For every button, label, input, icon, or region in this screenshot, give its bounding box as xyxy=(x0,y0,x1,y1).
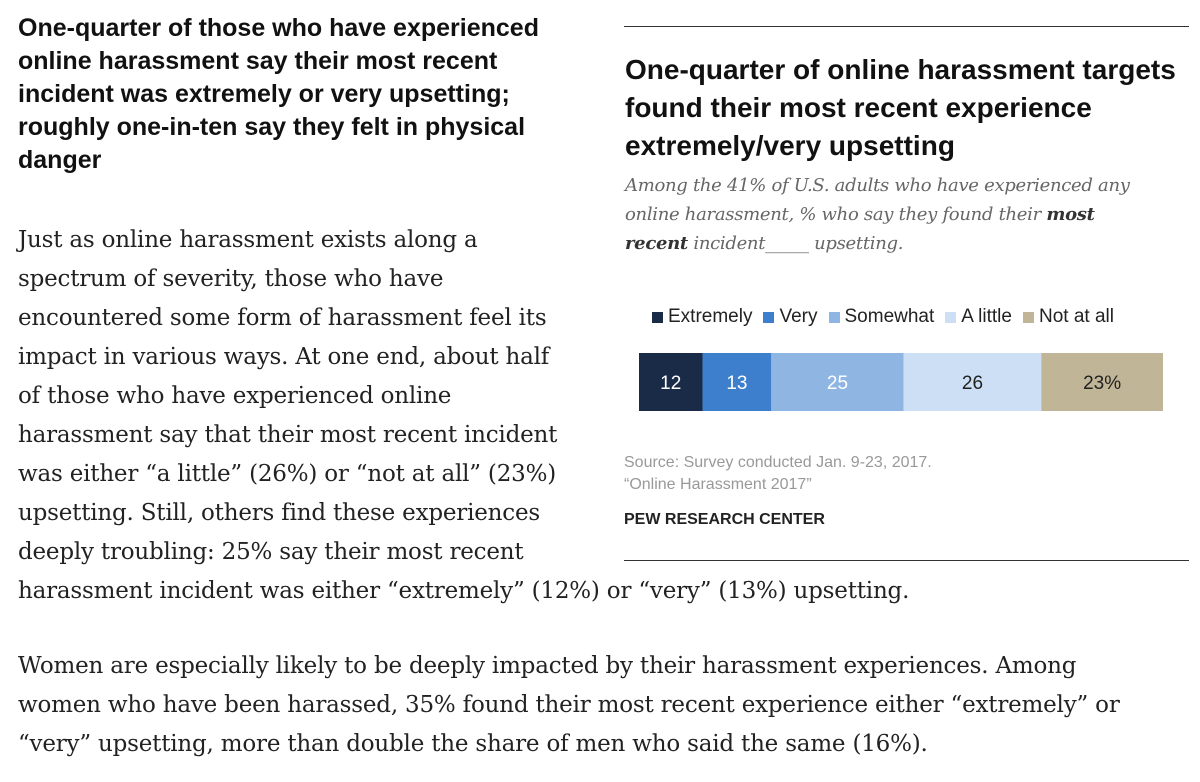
paragraph-1-line: encountered some form of harassment feel… xyxy=(18,305,547,331)
legend-swatch xyxy=(763,311,775,323)
source-line-2: “Online Harassment 2017” xyxy=(624,476,812,493)
paragraph-1-line: impact in various ways. At one end, abou… xyxy=(18,344,550,370)
paragraph-2-line: Women are especially likely to be deeply… xyxy=(18,653,1077,679)
paragraph-2-line: “very” upsetting, more than double the s… xyxy=(18,731,928,757)
legend-swatch xyxy=(652,311,663,323)
source-line-1: Source: Survey conducted Jan. 9-23, 2017… xyxy=(624,454,932,471)
chart-figure: One-quarter of online harassment targets… xyxy=(624,26,1189,561)
legend-item: Very xyxy=(763,306,818,328)
subtitle-line-2: online harassment, % who say they found … xyxy=(625,204,1095,225)
bar-segment xyxy=(639,353,703,411)
paragraph-1-line: was either “a little” (26%) or “not at a… xyxy=(18,461,556,487)
bar-value-label: 23% xyxy=(1083,373,1121,394)
paragraph-1-line: of those who have experienced online xyxy=(18,383,452,409)
bar-segment xyxy=(903,353,1042,411)
legend-label: Somewhat xyxy=(844,306,935,327)
chart-subtitle: Among the 41% of U.S. adults who have ex… xyxy=(625,171,1190,258)
paragraph-1-line: harassment say that their most recent in… xyxy=(18,422,558,448)
paragraph-1-line: spectrum of severity, those who have xyxy=(18,266,444,292)
legend-swatch xyxy=(828,311,840,323)
legend-label: Extremely xyxy=(668,306,753,327)
subtitle-line-3: recent incident_____ upsetting. xyxy=(625,233,904,254)
chart-title: One-quarter of online harassment targets… xyxy=(625,54,1176,161)
stacked-bar-chart: 12 13 25 26 23% xyxy=(639,353,1163,411)
article-paragraph-1: Just as online harassment exists along a… xyxy=(18,221,909,611)
chart-legend: Extremely Very Somewhat A little Not at all xyxy=(652,305,1114,329)
article-paragraph-2: Women are especially likely to be deeply… xyxy=(18,647,1120,764)
legend-label: Not at all xyxy=(1038,306,1114,327)
paragraph-2-line: women who have been harassed, 35% found … xyxy=(18,692,1120,718)
bar-value-label: 12 xyxy=(660,373,681,394)
bar-segment xyxy=(771,353,904,411)
paragraph-1-line: deeply troubling: 25% say their most rec… xyxy=(18,539,524,565)
bar-segment xyxy=(1041,353,1163,411)
paragraph-1-line: upsetting. Still, others find these expe… xyxy=(18,500,540,526)
bar-segment xyxy=(702,353,772,411)
legend-item: A little xyxy=(945,306,1012,328)
legend-label: A little xyxy=(961,306,1012,327)
legend-item: Extremely xyxy=(652,306,752,328)
legend-swatch xyxy=(945,311,957,323)
legend-item: Not at all xyxy=(1022,306,1114,328)
paragraph-1-line: Just as online harassment exists along a xyxy=(18,227,478,253)
bar-value-label: 25 xyxy=(827,373,848,394)
legend-item: Somewhat xyxy=(828,306,935,328)
organization-name: PEW RESEARCH CENTER xyxy=(624,511,825,528)
subtitle-line-1: Among the 41% of U.S. adults who have ex… xyxy=(625,175,1130,196)
legend-swatch xyxy=(1022,311,1034,323)
paragraph-1-line: harassment incident was either “extremel… xyxy=(18,578,910,604)
bar-value-label: 26 xyxy=(962,373,983,394)
article-heading: One-quarter of those who have experience… xyxy=(18,14,539,174)
legend-label: Very xyxy=(779,306,818,327)
bar-value-label: 13 xyxy=(726,373,747,394)
source-note: Source: Survey conducted Jan. 9-23, 2017… xyxy=(624,452,932,496)
